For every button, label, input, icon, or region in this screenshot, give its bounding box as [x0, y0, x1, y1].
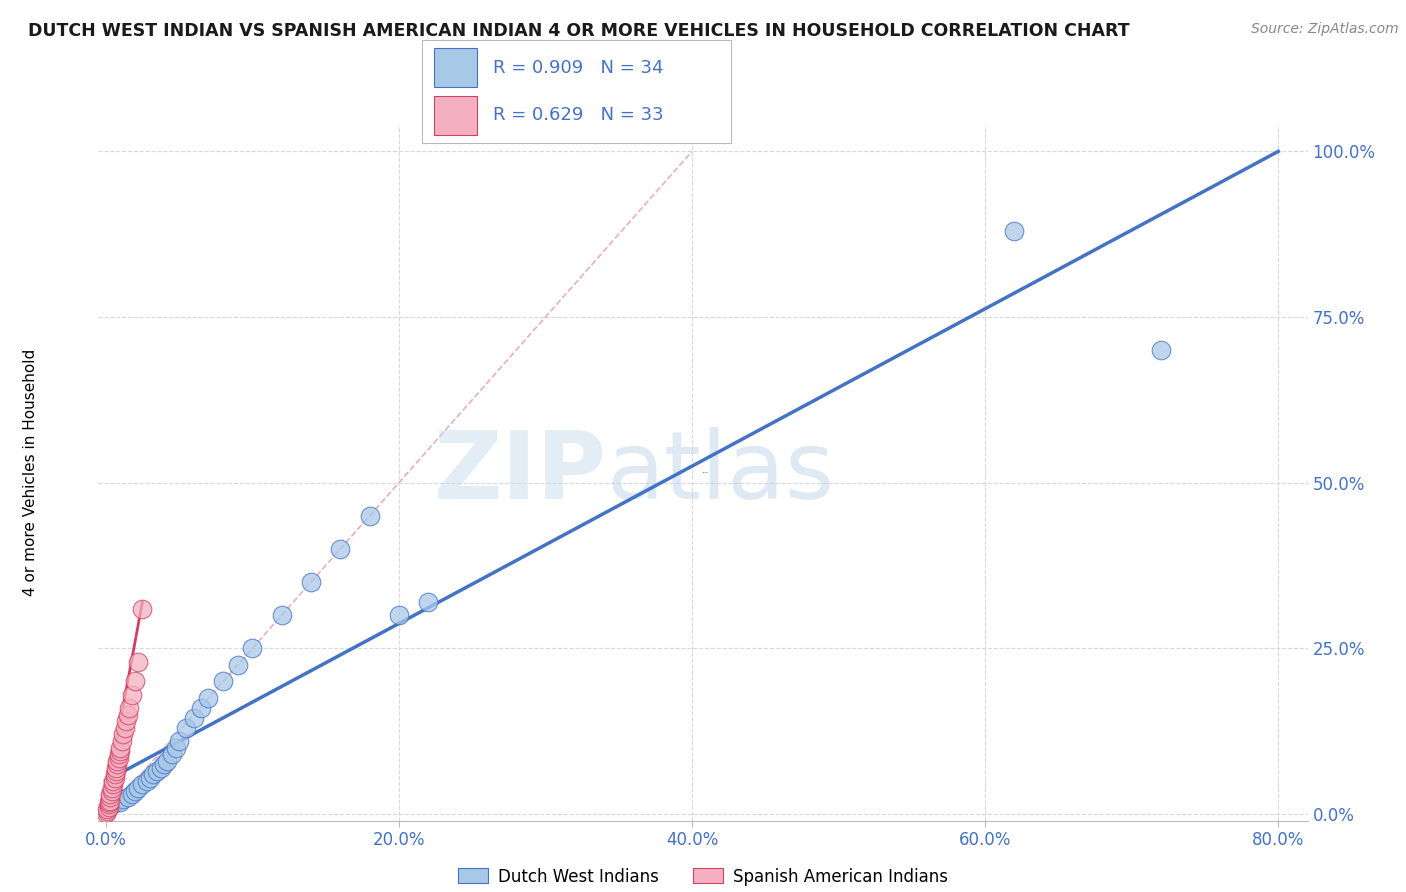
Point: [226, 657, 249, 672]
Point: [418, 595, 440, 609]
Point: [329, 541, 352, 556]
Point: [97, 797, 120, 811]
Point: [299, 575, 322, 590]
Point: [167, 734, 190, 748]
Point: [107, 757, 129, 772]
Point: [146, 764, 169, 778]
Point: [117, 707, 139, 722]
Point: [101, 773, 124, 788]
Point: [98, 787, 121, 801]
Text: R = 0.909   N = 34: R = 0.909 N = 34: [494, 59, 664, 77]
Point: [105, 761, 128, 775]
Point: [165, 740, 187, 755]
Text: R = 0.629   N = 33: R = 0.629 N = 33: [494, 106, 664, 124]
FancyBboxPatch shape: [434, 95, 478, 135]
Point: [107, 794, 129, 808]
Point: [107, 754, 129, 768]
Point: [111, 734, 134, 748]
Point: [212, 674, 235, 689]
Text: #cce0f0: #cce0f0: [703, 472, 709, 473]
Point: [98, 794, 121, 808]
Text: ZIP: ZIP: [433, 426, 606, 519]
Text: 4 or more Vehicles in Household: 4 or more Vehicles in Household: [24, 349, 38, 597]
Point: [124, 674, 146, 689]
Point: [127, 655, 149, 669]
Point: [131, 777, 153, 791]
Point: [96, 804, 118, 818]
Text: DUTCH WEST INDIAN VS SPANISH AMERICAN INDIAN 4 OR MORE VEHICLES IN HOUSEHOLD COR: DUTCH WEST INDIAN VS SPANISH AMERICAN IN…: [28, 22, 1130, 40]
Point: [127, 780, 149, 795]
Point: [359, 508, 381, 523]
Text: atlas: atlas: [606, 426, 835, 519]
Point: [142, 767, 165, 781]
Point: [108, 750, 131, 764]
Legend: Dutch West Indians, Spanish American Indians: Dutch West Indians, Spanish American Ind…: [451, 861, 955, 892]
Point: [100, 780, 122, 795]
Point: [110, 744, 132, 758]
Point: [118, 701, 141, 715]
Point: [121, 688, 143, 702]
Point: [135, 773, 157, 788]
Point: [117, 790, 139, 805]
Point: [110, 740, 132, 755]
Point: [131, 601, 153, 615]
Point: [197, 691, 219, 706]
Point: [112, 727, 135, 741]
Point: [97, 800, 120, 814]
Point: [115, 714, 138, 729]
Point: [270, 608, 292, 623]
Point: [1004, 224, 1026, 238]
Point: [105, 764, 128, 778]
Point: [101, 777, 124, 791]
Point: [101, 797, 124, 811]
Point: [100, 784, 122, 798]
Point: [98, 790, 121, 805]
Point: [240, 641, 263, 656]
Point: [110, 795, 132, 809]
Point: [388, 608, 411, 623]
Point: [150, 761, 173, 775]
Text: Source: ZipAtlas.com: Source: ZipAtlas.com: [1251, 22, 1399, 37]
Point: [124, 784, 146, 798]
Point: [176, 721, 198, 735]
Point: [160, 747, 183, 762]
Point: [138, 771, 160, 785]
FancyBboxPatch shape: [434, 48, 478, 87]
Point: [103, 767, 125, 781]
Point: [1150, 343, 1173, 358]
Point: [153, 757, 176, 772]
Point: [190, 701, 212, 715]
Point: [114, 721, 136, 735]
Point: [183, 711, 205, 725]
Point: [112, 792, 135, 806]
Point: [96, 802, 118, 816]
Point: [97, 795, 120, 809]
Point: [108, 747, 131, 762]
Point: [94, 805, 117, 820]
Point: [121, 787, 143, 801]
Point: [103, 771, 125, 785]
Point: [156, 754, 179, 768]
